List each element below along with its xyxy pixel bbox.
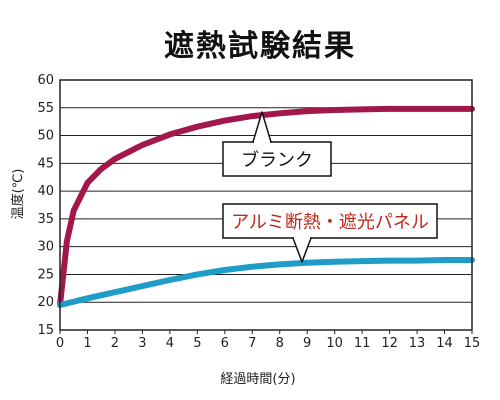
- callout-0: ブランク: [222, 111, 332, 177]
- x-tick-label: 15: [464, 336, 481, 351]
- x-tick-labels: 0 1 2 3 4 5 6 7 8 9 10 11 12 13 14 15: [56, 330, 480, 351]
- x-tick-label: 1: [83, 336, 91, 351]
- x-tick-label: 3: [138, 336, 146, 351]
- x-axis-label: 経過時間(分): [220, 372, 295, 387]
- plot-frame: [59, 79, 473, 331]
- x-tick-label: 8: [276, 336, 284, 351]
- y-axis-label: 温度(℃): [10, 169, 26, 220]
- y-tick-label: 60: [37, 73, 54, 88]
- x-tick-label: 5: [193, 336, 201, 351]
- y-tick-label: 45: [37, 156, 54, 171]
- x-tick-label: 7: [248, 336, 256, 351]
- x-tick-label: 11: [354, 336, 371, 351]
- series-lines: [57, 105, 475, 308]
- y-tick-label: 35: [37, 212, 54, 227]
- callout-label: ブランク: [241, 149, 313, 171]
- callout-label: アルミ断熱・遮光パネル: [231, 212, 429, 233]
- x-tick-label: 10: [326, 336, 343, 351]
- series-line-1: [57, 257, 475, 308]
- y-tick-label: 15: [37, 323, 54, 338]
- x-tick-label: 14: [436, 336, 453, 351]
- y-tick-label: 30: [37, 240, 54, 255]
- y-tick-label: 40: [37, 184, 54, 199]
- y-tick-labels: 15 20 25 30 35 40 45 50 55 60: [37, 73, 54, 338]
- x-tick-label: 4: [166, 336, 174, 351]
- x-tick-label: 2: [111, 336, 119, 351]
- series-line-0: [57, 105, 475, 308]
- x-tick-label: 12: [381, 336, 398, 351]
- y-tick-label: 55: [37, 101, 54, 116]
- callout-box: [222, 203, 438, 239]
- callout-box: [222, 141, 332, 177]
- x-tick-label: 0: [56, 336, 64, 351]
- callout-1: アルミ断熱・遮光パネル: [222, 203, 438, 263]
- chart-title: 遮熱試験結果: [164, 29, 356, 64]
- y-tick-label: 50: [37, 129, 54, 144]
- x-tick-label: 13: [409, 336, 426, 351]
- x-tick-label: 6: [221, 336, 229, 351]
- x-tick-label: 9: [303, 336, 311, 351]
- y-tick-label: 20: [37, 295, 54, 310]
- y-tick-label: 25: [37, 267, 54, 282]
- callout-pointer: [292, 237, 312, 263]
